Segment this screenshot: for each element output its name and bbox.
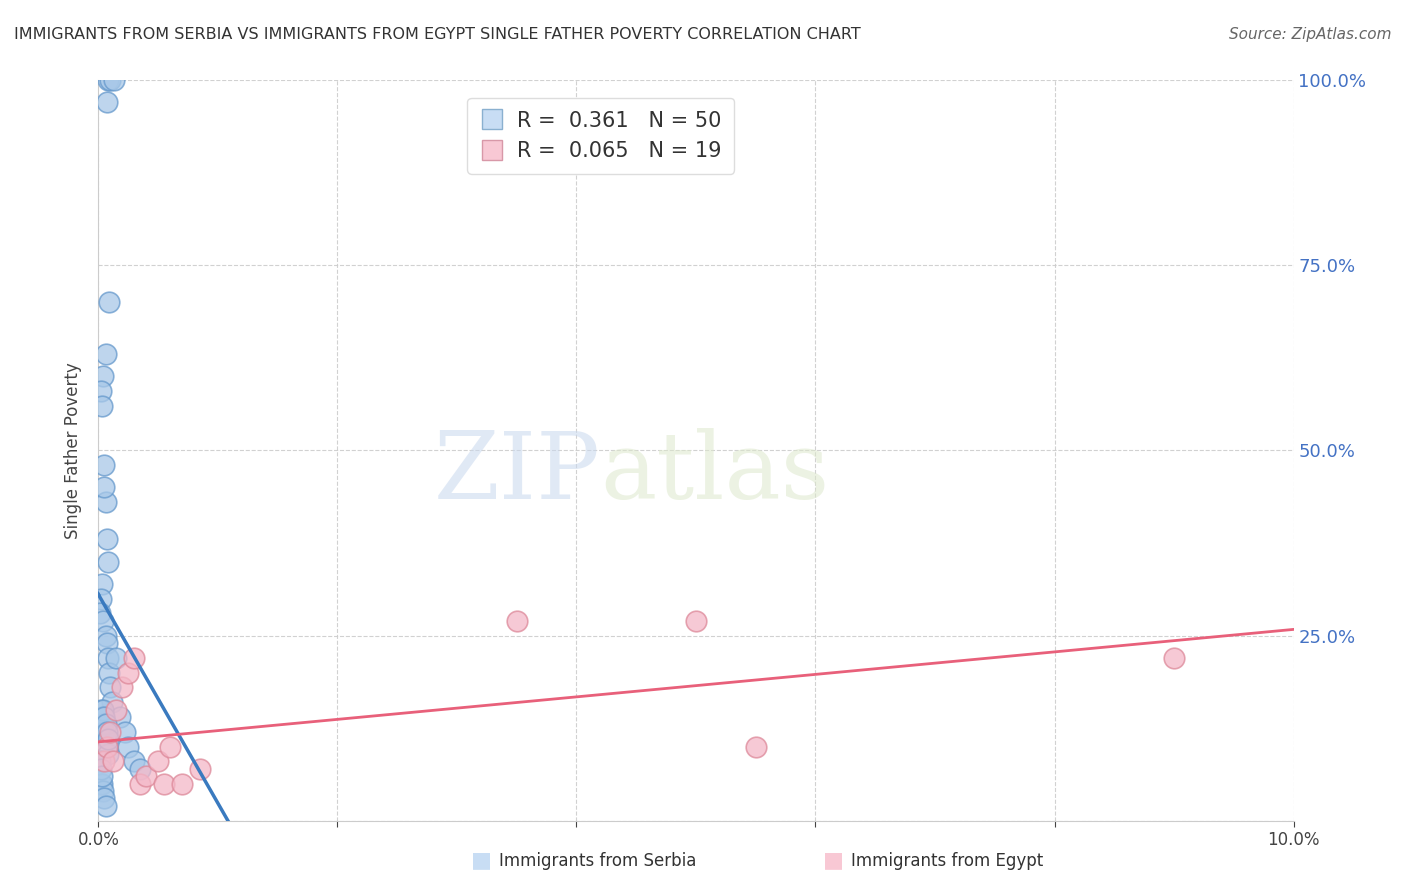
Point bbox=[89, 755, 111, 769]
Point bbox=[90, 776, 112, 791]
Point bbox=[172, 776, 194, 791]
Point bbox=[90, 703, 112, 717]
Point bbox=[129, 776, 152, 791]
Point bbox=[93, 481, 115, 495]
Point bbox=[96, 739, 118, 754]
Point bbox=[97, 73, 120, 87]
Point bbox=[108, 710, 131, 724]
Point bbox=[685, 614, 707, 628]
Point bbox=[93, 791, 115, 805]
Point bbox=[96, 724, 118, 739]
Text: Immigrants from Serbia: Immigrants from Serbia bbox=[499, 852, 696, 870]
Point bbox=[93, 458, 115, 473]
Point bbox=[93, 710, 115, 724]
Point bbox=[96, 636, 118, 650]
Point bbox=[94, 717, 117, 731]
Point bbox=[90, 384, 112, 399]
Point bbox=[96, 533, 118, 547]
Point bbox=[91, 717, 114, 731]
Point bbox=[129, 762, 152, 776]
Point bbox=[105, 703, 128, 717]
Point bbox=[94, 732, 117, 747]
Point bbox=[97, 650, 120, 665]
Point bbox=[91, 769, 114, 783]
Point bbox=[101, 755, 124, 769]
Point bbox=[94, 628, 117, 642]
Point bbox=[188, 762, 211, 776]
Point bbox=[124, 650, 146, 665]
Point bbox=[91, 703, 114, 717]
Point bbox=[117, 665, 139, 680]
Point bbox=[745, 739, 768, 754]
Point bbox=[91, 710, 114, 724]
Text: ZIP: ZIP bbox=[433, 427, 600, 517]
Point bbox=[90, 591, 112, 606]
Point bbox=[94, 347, 117, 361]
Text: IMMIGRANTS FROM SERBIA VS IMMIGRANTS FROM EGYPT SINGLE FATHER POVERTY CORRELATIO: IMMIGRANTS FROM SERBIA VS IMMIGRANTS FRO… bbox=[14, 27, 860, 42]
Point bbox=[98, 295, 121, 310]
Text: ■: ■ bbox=[471, 850, 492, 870]
Point bbox=[114, 724, 136, 739]
Point bbox=[98, 681, 122, 695]
Point bbox=[91, 576, 114, 591]
Point bbox=[90, 762, 112, 776]
Point bbox=[98, 665, 121, 680]
Point bbox=[135, 769, 157, 783]
Legend: R =  0.361   N = 50, R =  0.065   N = 19: R = 0.361 N = 50, R = 0.065 N = 19 bbox=[467, 98, 734, 174]
Text: Source: ZipAtlas.com: Source: ZipAtlas.com bbox=[1229, 27, 1392, 42]
Point bbox=[159, 739, 181, 754]
Y-axis label: Single Father Poverty: Single Father Poverty bbox=[65, 362, 83, 539]
Text: atlas: atlas bbox=[600, 427, 830, 517]
Point bbox=[91, 614, 114, 628]
Point bbox=[506, 614, 529, 628]
Point bbox=[124, 755, 146, 769]
Point bbox=[97, 732, 120, 747]
Point bbox=[93, 755, 115, 769]
Point bbox=[91, 776, 114, 791]
Point bbox=[153, 776, 176, 791]
Point bbox=[96, 739, 118, 754]
Point bbox=[96, 95, 118, 110]
Point bbox=[97, 747, 120, 761]
Point bbox=[100, 695, 122, 709]
Point bbox=[89, 607, 111, 621]
Point bbox=[1163, 650, 1185, 665]
Text: ■: ■ bbox=[823, 850, 844, 870]
Point bbox=[91, 784, 114, 798]
Point bbox=[94, 495, 117, 509]
Point bbox=[148, 755, 170, 769]
Point bbox=[111, 681, 134, 695]
Point bbox=[105, 650, 128, 665]
Point bbox=[98, 73, 122, 87]
Point bbox=[94, 798, 117, 813]
Point bbox=[98, 724, 122, 739]
Point bbox=[117, 739, 139, 754]
Text: Immigrants from Egypt: Immigrants from Egypt bbox=[851, 852, 1043, 870]
Point bbox=[93, 724, 115, 739]
Point bbox=[91, 369, 114, 384]
Point bbox=[97, 555, 120, 569]
Point bbox=[103, 73, 125, 87]
Point bbox=[91, 399, 114, 413]
